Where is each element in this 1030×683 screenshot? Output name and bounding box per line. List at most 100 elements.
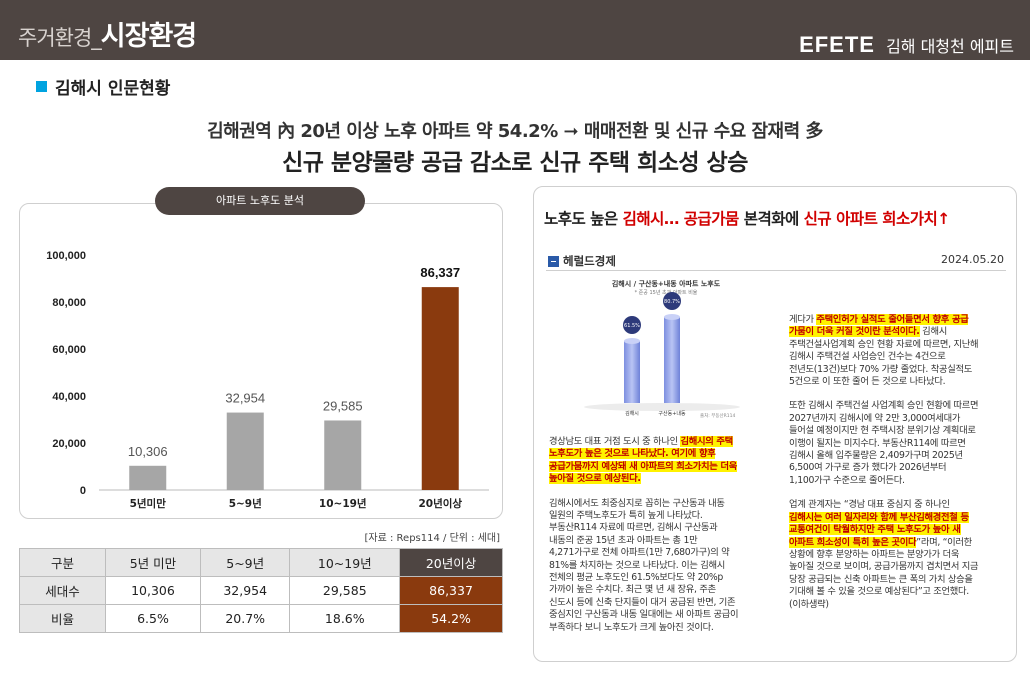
news-date: 2024.05.20: [941, 253, 1004, 266]
news-line: 경상남도 대표 거점 도시 중 하나인 김해시의 주택: [549, 436, 738, 448]
mini-chart-svg: 61.5% 80.7% 김해시 구산동+내동: [584, 292, 740, 417]
plain-text: 게다가: [789, 314, 817, 325]
chart-bar: [421, 287, 459, 490]
plain-text: 일원의 주택노후도가 특히 높게 나타났다.: [549, 510, 703, 522]
mini-value-bubble: [623, 316, 641, 334]
x-tick-label: 10~19년: [319, 497, 367, 510]
news-line: 또한 김해시 주택건설 사업계획 승인 현황에 따르면: [789, 400, 979, 412]
age-bar-chart: 0 20,000 40,000 60,000 80,000 100,000 10,306 5년…: [46, 250, 489, 510]
plain-text: 주택건설사업계획 승인 현황 자료에 따르면, 지난해: [789, 338, 979, 350]
news-line: 전년도(13건)보다 70% 가량 줄었다. 착공실적도: [789, 364, 978, 376]
x-tick-label: 5~9년: [229, 497, 262, 510]
chart-title-pill: 아파트 노후도 분석: [155, 187, 365, 215]
news-line: 게다가 주택인허가 실적도 줄어들면서 향후 공급: [789, 314, 978, 326]
plain-text: ”라며, “이러한: [916, 536, 972, 548]
news-paragraph: 업계 관계자는 “경남 대표 중심지 중 하나인 김해시는 여러 일자리와 함께 …: [789, 499, 979, 611]
plain-text: 전체의 평균 노후도인 61.5%보다도 약 20%p: [549, 572, 723, 584]
y-tick-label: 60,000: [52, 344, 86, 356]
highlighted-text: 아파트 희소성이 특히 높은 곳이다: [789, 536, 917, 548]
table-row: 비율 6.5% 20.7% 18.6% 54.2%: [19, 604, 503, 633]
plain-text: 신도시 등에 신축 단지들이 대거 공급된 반면, 기존: [549, 596, 736, 608]
project-name: 김해 대청천 에피트: [886, 37, 1014, 56]
news-line: 아파트 희소성이 특히 높은 곳이다”라며, “이러한: [789, 536, 978, 549]
x-tick-label: 5년미만: [130, 497, 167, 510]
plain-text: 내동의 준공 15년 초과 아파트는 총 1만: [549, 534, 698, 546]
mini-value-label: 61.5%: [624, 323, 640, 329]
table-header-row: 구분 5년 미만 5~9년 10~19년 20년이상: [19, 548, 503, 577]
table-row: 세대수 10,306 32,954 29,585 86,337: [19, 576, 503, 605]
news-line: 신도시 등에 신축 단지들이 대거 공급된 반면, 기존: [549, 597, 738, 609]
highlighted-text: 공급가뭄까지 예상돼 새 아파트의 희소가치는 더욱: [549, 460, 737, 472]
news-headline-part: 노후도 높은: [544, 210, 623, 228]
table-cell: 32,954: [199, 576, 291, 605]
highlighted-text: 김해시의 주택: [680, 436, 733, 447]
news-line: 부족하다 보니 노후도가 크게 높아진 것이다.: [549, 622, 738, 634]
news-line: 김해시는 여러 일자리와 함께 부산김해경전철 등: [789, 511, 978, 524]
news-line: 4,271가구로 전체 아파트(1만 7,680가구)의 약: [549, 547, 738, 559]
mini-bar-label: 김해시: [625, 410, 639, 417]
news-source-bar: 헤럴드경제 2024.05.20: [546, 251, 1006, 271]
bar-value-label: 29,585: [323, 398, 363, 413]
page-title: 주거환경_시장환경: [18, 14, 197, 53]
plain-text: 경상남도 대표 거점 도시 중 하나인: [549, 436, 681, 447]
news-line: 2027년까지 김해시에 약 2만 3,000여세대가: [789, 413, 978, 425]
mini-bar-gimhae: [624, 341, 640, 403]
plain-text: 높아질 것으로 보이며, 공급가뭄까지 겹치면서 지금: [789, 561, 979, 573]
plain-text: 김해시 주택건설 사업승인 건수는 4건으로: [789, 351, 946, 363]
table-cell: 6.5%: [105, 604, 201, 633]
mini-bar-top: [664, 314, 680, 320]
news-line: 당장 공급되는 신축 아파트는 큰 폭의 가치 상승을: [789, 574, 978, 586]
plain-text: 6,500여 가구로 증가 했다가 2026년부터: [789, 462, 947, 474]
news-line: 6,500여 가구로 증가 했다가 2026년부터: [789, 462, 978, 474]
news-line: 가까이 높은 수치다. 최근 몇 년 새 장유, 주촌: [549, 584, 738, 596]
bar-value-label: 86,337: [420, 265, 460, 280]
x-tick-label: 20년이상: [418, 497, 462, 510]
news-line: 5건으로 이 또한 줄어 든 것으로 나타났다.: [789, 376, 978, 388]
news-headline-part: 김해시… 공급가뭄: [622, 210, 740, 228]
news-line: 상황에 향후 분양하는 아파트는 분양가가 더욱: [789, 549, 978, 561]
mini-bar-gusan: [664, 317, 680, 403]
category-big: 시장환경: [100, 21, 197, 52]
plain-text: 김해시 올해 입주물량은 2,409가구며 2025년: [789, 450, 963, 462]
plain-text: 당장 공급되는 신축 아파트는 큰 폭의 가치 상승을: [789, 573, 973, 585]
newspaper-logo-icon: [548, 255, 559, 267]
plain-text: 1,100가구 수준으로 줄어든다.: [789, 474, 905, 486]
news-line: 전체의 평균 노후도인 61.5%보다도 약 20%p: [549, 572, 738, 584]
news-headline-part: 신규 아파트 희소가치↑: [803, 210, 951, 228]
plain-text: 기대해 볼 수 있을 것으로 예상된다”고 조언했다.: [789, 586, 969, 598]
plain-text: 김해시: [919, 326, 947, 338]
news-paragraph: 게다가 주택인허가 실적도 줄어들면서 향후 공급 가뭄이 더욱 커질 것이란 분…: [789, 314, 979, 388]
y-tick-label: 100,000: [46, 250, 86, 262]
table-header-cell: 5년 미만: [105, 548, 201, 577]
news-line: 업계 관계자는 “경남 대표 중심지 중 하나인: [789, 499, 978, 511]
plain-text: 중심지인 구산동과 내동 일대에는 새 아파트 공급이: [549, 609, 739, 621]
newspaper-name: 헤럴드경제: [563, 254, 616, 268]
news-headline-part: 본격화에: [738, 210, 804, 228]
plain-text: 4,271가구로 전체 아파트(1만 7,680가구)의 약: [549, 547, 730, 559]
mini-bar-top: [624, 338, 640, 344]
table-cell: 20.7%: [199, 604, 291, 633]
news-line: 내동의 준공 15년 초과 아파트는 총 1만: [549, 535, 738, 547]
y-tick-label: 40,000: [52, 391, 86, 403]
news-line: 일원의 주택노후도가 특히 높게 나타났다.: [549, 510, 738, 522]
mini-bar-label: 구산동+내동: [658, 410, 686, 417]
highlighted-text: 높아질 것으로 예상된다.: [549, 473, 641, 485]
news-paragraph: 경상남도 대표 거점 도시 중 하나인 김해시의 주택 노후도가 높은 것으로 나…: [549, 436, 738, 486]
row-label: 비율: [19, 604, 106, 633]
age-table: 구분 5년 미만 5~9년 10~19년 20년이상 세대수 10,306 32…: [19, 548, 503, 633]
category-small: 주거환경_: [18, 26, 102, 50]
news-left-column: 경상남도 대표 거점 도시 중 하나인 김해시의 주택 노후도가 높은 것으로 나…: [549, 436, 739, 634]
bar-value-label: 32,954: [225, 391, 265, 406]
chart-bar: [324, 420, 362, 490]
plain-text: 또한 김해시 주택건설 사업계획 승인 현황에 따르면: [789, 400, 979, 412]
plain-text: 김해시에서도 최중심지로 꼽히는 구산동과 내동: [549, 497, 725, 509]
highlighted-text: 노후도가 높은 것으로 나타났다. 여기에 향후: [549, 448, 716, 460]
news-line: 주택건설사업계획 승인 현황 자료에 따르면, 지난해: [789, 338, 979, 351]
table-cell: 54.2%: [399, 604, 503, 633]
headline-line1: 김해권역 內 20년 이상 노후 아파트 약 54.2% ➞ 매매전환 및 신규…: [207, 121, 823, 142]
plain-text: 들어설 예정이지만 현 주택시장 분위기상 계획대로: [789, 425, 976, 437]
news-line: 노후도가 높은 것으로 나타났다. 여기에 향후: [549, 448, 738, 460]
news-line: 이행이 될지는 미지수다. 부동산R114에 따르면: [789, 438, 978, 450]
news-paragraph: 또한 김해시 주택건설 사업계획 승인 현황에 따르면 2027년까지 김해시에 …: [789, 400, 979, 487]
chart-bar: [226, 412, 264, 490]
